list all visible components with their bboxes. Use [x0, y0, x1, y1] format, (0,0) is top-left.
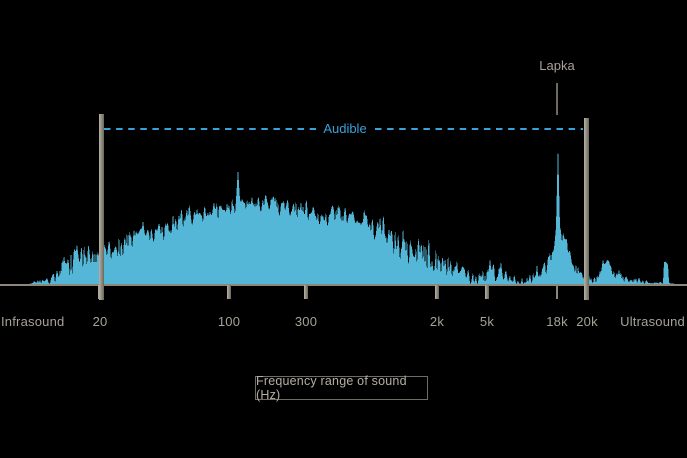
axis-tick [227, 285, 231, 299]
axis-tick-label: 2k [429, 314, 445, 329]
range-bar-20hz [99, 114, 104, 300]
lapka-pointer-line [556, 83, 558, 115]
axis-tick-label: 5k [479, 314, 495, 329]
axis-tick [485, 285, 489, 299]
audible-range-label: Audible [323, 121, 367, 136]
axis-tick-label: 20 [92, 314, 108, 329]
axis-tick-label: 18k [546, 314, 568, 329]
zone-label-infrasound: Infrasound [1, 314, 65, 329]
axis-tick-label: 300 [294, 314, 318, 329]
range-bar-20khz [584, 118, 589, 300]
zone-label-ultrasound: Ultrasound [620, 314, 685, 329]
caption-text: Frequency range of sound (Hz) [256, 374, 407, 402]
caption-box: Frequency range of sound (Hz) [255, 374, 428, 402]
spectrum-area [30, 143, 674, 284]
lapka-peak-label: Lapka [539, 58, 575, 73]
axis-tick [556, 285, 558, 299]
axis-tick-label: 100 [217, 314, 241, 329]
x-axis-line [0, 284, 687, 286]
axis-tick-label: 20k [576, 314, 598, 329]
axis-tick [435, 285, 439, 299]
axis-tick [304, 285, 308, 299]
